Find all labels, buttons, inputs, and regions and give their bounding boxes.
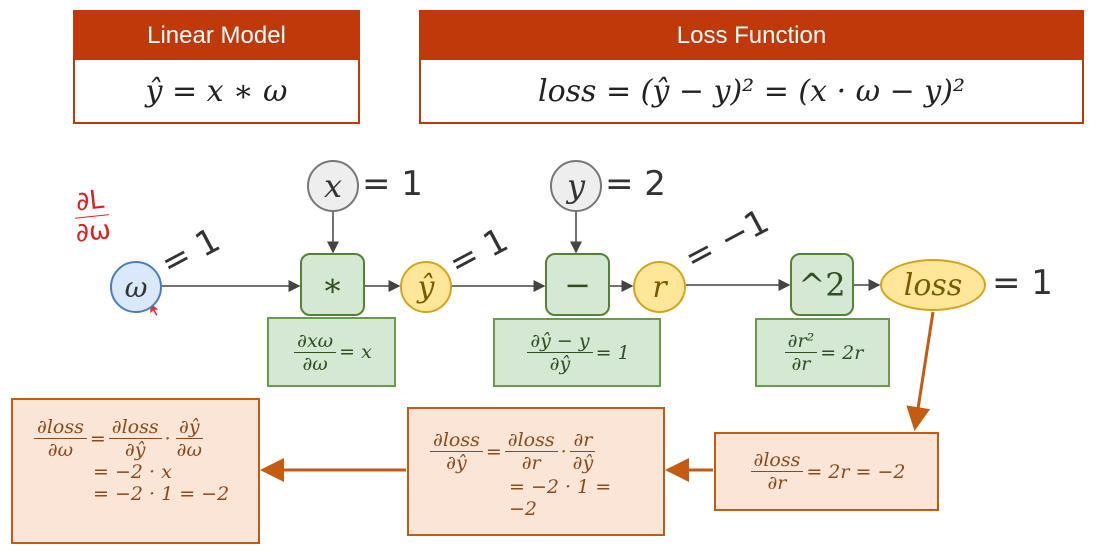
node-yhat: ŷ [400, 261, 452, 313]
local-grad-square: ∂r² ∂r = 2r [755, 318, 890, 387]
bp-line3: = −2 · 1 = −2 [93, 483, 230, 505]
node-x: x [307, 160, 359, 212]
bp-den: ∂ŷ [446, 452, 467, 474]
node-w: ω [110, 261, 162, 313]
node-x-value: = 1 [362, 164, 423, 204]
loss-function-title: Loss Function [421, 12, 1082, 60]
node-loss-value: = 1 [992, 263, 1053, 303]
bp-num: ∂loss [504, 429, 558, 452]
bp-den: ∂ŷ [572, 452, 594, 474]
bp-den: ∂r [767, 472, 787, 494]
linear-model-panel: Linear Model ŷ = x ∗ ω [73, 10, 360, 124]
backprop-dloss-dw: ∂loss ∂ω = ∂loss ∂ŷ · ∂ŷ ∂ω = −2 · x = −2 ·… [11, 398, 260, 544]
bp-dot: · [164, 427, 171, 450]
grad-rhs: = 1 [595, 341, 630, 364]
grad-rhs: = 2r [820, 341, 864, 364]
bp-num: ∂loss [750, 449, 804, 472]
grad-den: ∂ω [302, 352, 328, 375]
grad-num: ∂xω [294, 330, 337, 353]
bp-line2: = −2 · x [93, 461, 172, 483]
bp-num: ∂loss [430, 429, 483, 452]
hw-num: ∂L [71, 184, 109, 219]
op-subtract: − [545, 253, 610, 316]
node-y-value: = 2 [605, 164, 666, 204]
hw-den: ∂ω [74, 215, 113, 249]
back-arrow-loss [906, 311, 935, 431]
bp-dot: · [560, 440, 567, 463]
bp-num: ∂ŷ [176, 416, 203, 439]
bp-eq: = [485, 440, 502, 463]
grad-num: ∂ŷ − y [527, 330, 593, 353]
bp-num: ∂loss [108, 416, 162, 439]
handwritten-dl-dw: ∂L ∂ω [65, 184, 118, 250]
linear-model-formula: ŷ = x ∗ ω [145, 74, 288, 109]
op-multiply: ∗ [300, 253, 365, 316]
node-loss: loss [880, 259, 986, 311]
bp-den: ∂ω [176, 439, 202, 461]
node-r: r [633, 261, 686, 313]
bp-num: ∂r [570, 429, 596, 452]
grad-den: ∂r [791, 353, 811, 375]
grad-num: ∂r² [784, 330, 818, 353]
local-grad-subtract: ∂ŷ − y ∂ŷ = 1 [493, 318, 661, 387]
bp-den: ∂ŷ [124, 439, 146, 461]
loss-function-formula: loss = (ŷ − y)² = (x · ω − y)² [538, 74, 965, 109]
bp-eq: = [89, 427, 106, 450]
grad-rhs: = x [339, 341, 372, 363]
bp-line2: = −2 · 1 = −2 [509, 476, 612, 520]
backprop-dloss-dyhat: ∂loss ∂ŷ = ∂loss ∂r · ∂r ∂ŷ = −2 · 1 = −2 [407, 407, 665, 536]
op-square: ^2 [790, 253, 854, 316]
bp-den: ∂ω [47, 439, 74, 461]
local-grad-multiply: ∂xω ∂ω = x [267, 317, 396, 387]
node-y: y [550, 160, 602, 212]
loss-function-panel: Loss Function loss = (ŷ − y)² = (x · ω −… [419, 10, 1084, 124]
linear-model-title: Linear Model [75, 12, 358, 60]
bp-rhs: = 2r = −2 [806, 460, 906, 483]
bp-num: ∂loss [34, 416, 87, 439]
grad-den: ∂ŷ [549, 353, 571, 375]
bp-den: ∂r [521, 452, 541, 474]
backprop-dloss-dr: ∂loss ∂r = 2r = −2 [714, 432, 939, 511]
